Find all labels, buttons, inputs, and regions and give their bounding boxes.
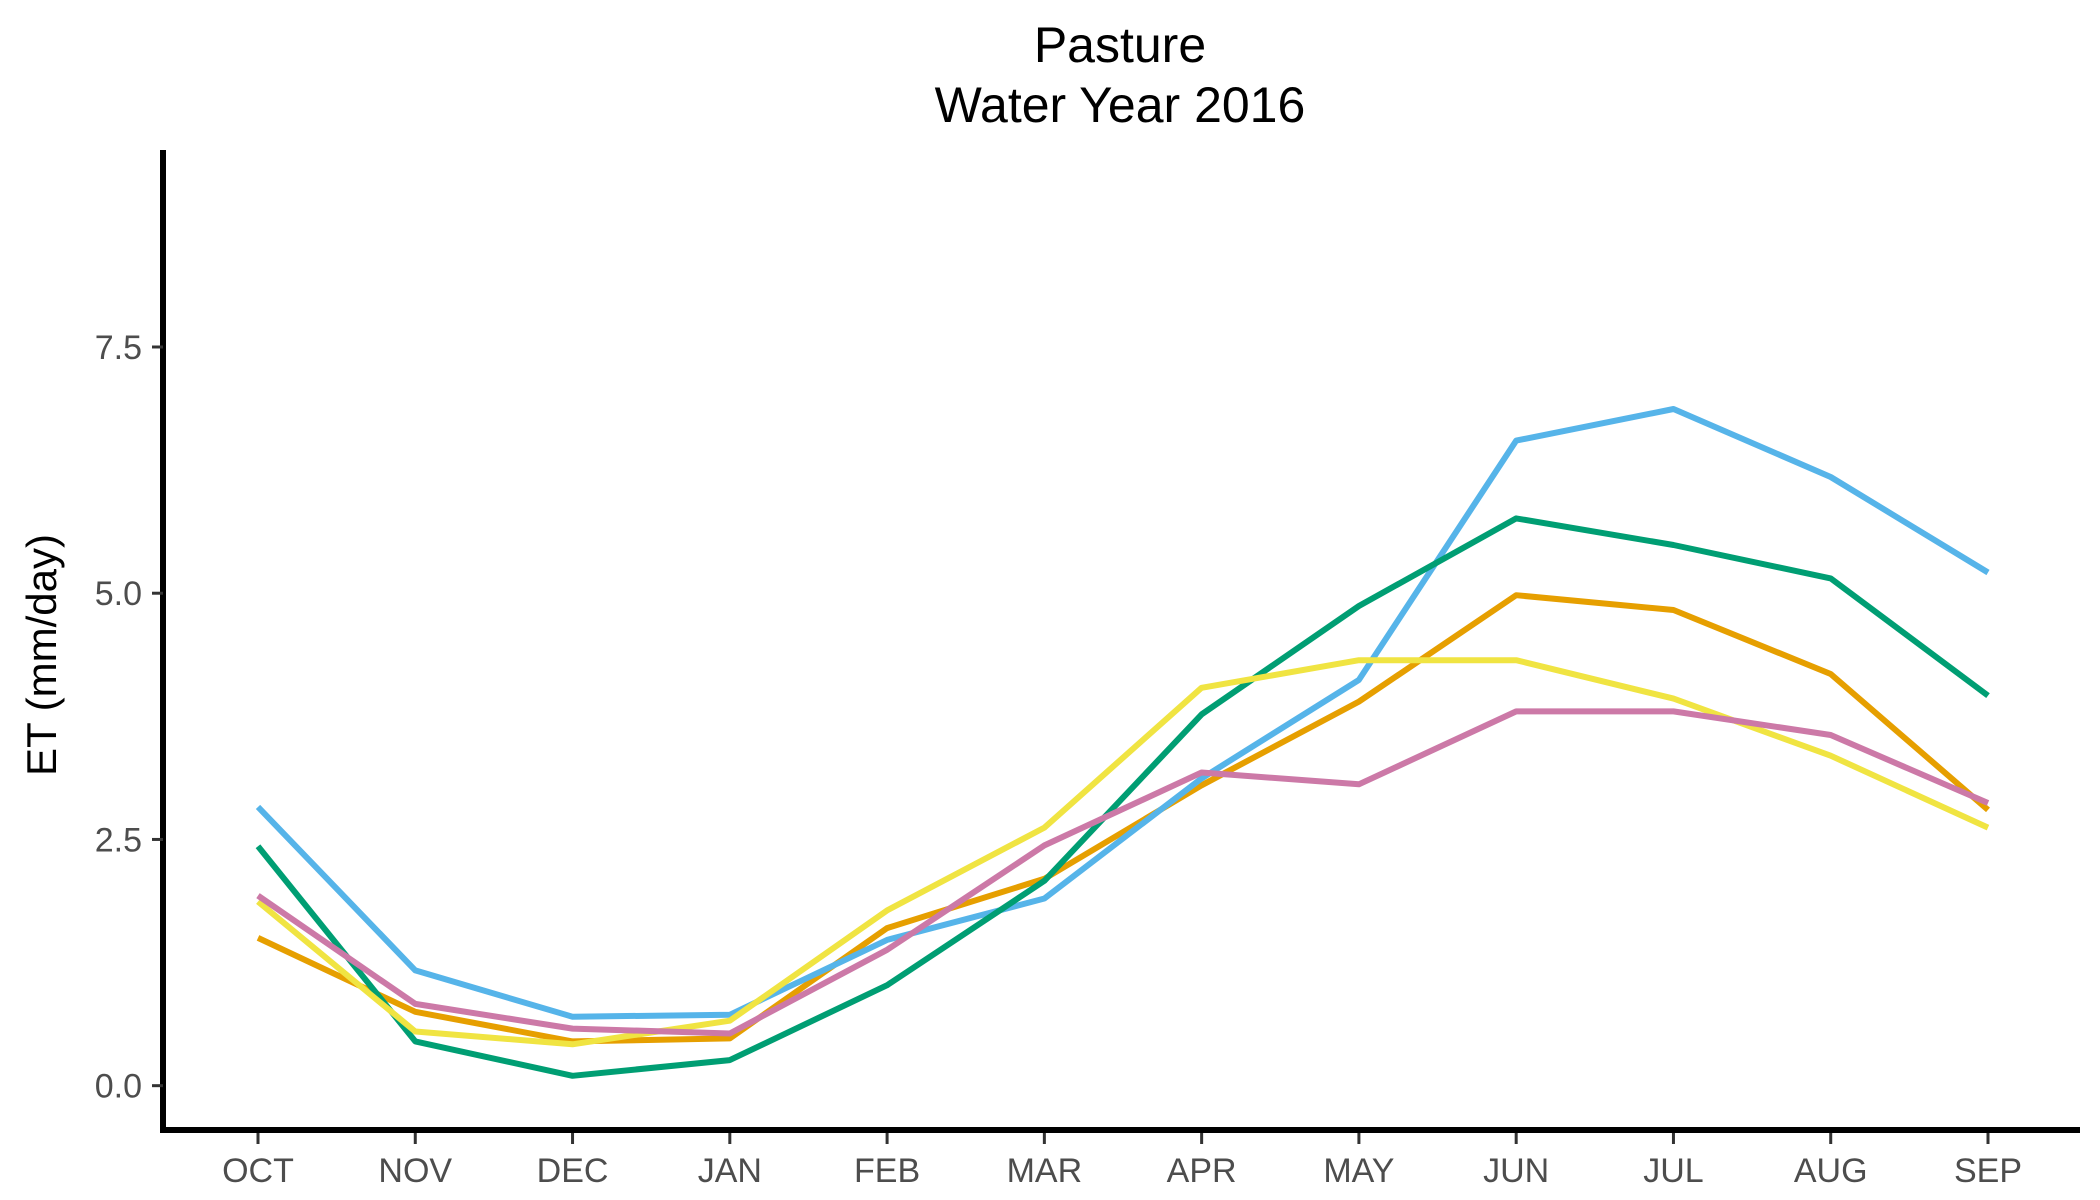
x-tick-label: APR: [1167, 1152, 1237, 1190]
x-tick-label: AUG: [1794, 1152, 1868, 1190]
x-tick-label: JUN: [1483, 1152, 1549, 1190]
y-tick-label: 0.0: [95, 1068, 142, 1106]
x-tick-label: DEC: [537, 1152, 609, 1190]
y-tick-label: 5.0: [95, 575, 142, 613]
series-layer: [255, 406, 1990, 1079]
y-axis-ticks: 0.0 2.5 5.0 7.5: [95, 329, 163, 1106]
x-tick-label: JAN: [698, 1152, 762, 1190]
series-line-4: [256, 657, 1990, 1048]
series-line-1: [256, 592, 1990, 1045]
x-tick-label: SEP: [1954, 1152, 2022, 1190]
chart-subtitle: Water Year 2016: [935, 77, 1306, 133]
series-line-3: [255, 515, 1990, 1079]
series-line-2: [255, 406, 1990, 1020]
series-line-5: [256, 708, 1990, 1037]
y-tick-label: 2.5: [95, 821, 142, 859]
x-tick-label: MAR: [1007, 1152, 1083, 1190]
x-tick-label: FEB: [854, 1152, 920, 1190]
x-axis-ticks: OCT NOV DEC JAN FEB MAR APR MAY JUN JUL AUG SEP: [222, 1133, 2022, 1190]
x-tick-label: OCT: [222, 1152, 294, 1190]
y-tick-label: 7.5: [95, 329, 142, 367]
y-axis-title: ET (mm/day): [18, 534, 65, 776]
x-tick-label: NOV: [378, 1152, 452, 1190]
x-tick-label: MAY: [1323, 1152, 1394, 1190]
chart-title: Pasture: [1034, 17, 1206, 73]
x-tick-label: JUL: [1643, 1152, 1703, 1190]
